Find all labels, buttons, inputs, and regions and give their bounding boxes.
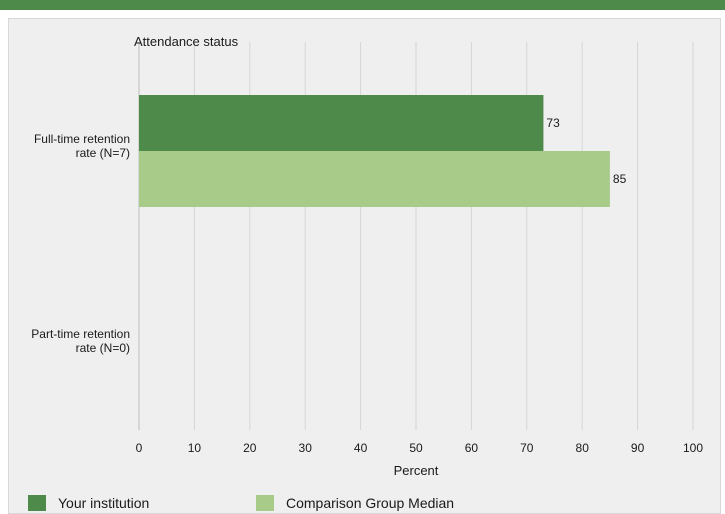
x-tick-label: 0 [136,441,143,455]
category-label-2-line-1: Part-time retention [31,327,130,341]
x-tick-label: 10 [188,441,202,455]
x-tick-label: 80 [576,441,590,455]
data-label-your-institution-1: 73 [546,116,560,130]
legend-label-1: Your institution [58,495,149,511]
bar-comparison-median-1 [139,151,610,207]
x-tick-label: 100 [683,441,703,455]
x-tick-label: 30 [299,441,313,455]
x-tick-label: 90 [631,441,645,455]
data-label-comparison-median-1: 85 [613,172,627,186]
top-accent-bar [0,0,725,10]
legend-label-2: Comparison Group Median [286,495,454,511]
category-label-2-line-2: rate (N=0) [76,341,130,355]
x-tick-label: 70 [520,441,534,455]
bar-your-institution-1 [139,95,544,151]
x-tick-label: 20 [243,441,257,455]
x-tick-label: 60 [465,441,479,455]
category-label-1-line-2: rate (N=7) [76,146,130,160]
legend-swatch-1 [28,495,46,511]
x-tick-label: 40 [354,441,368,455]
category-label-1-line-1: Full-time retention [34,132,130,146]
x-tick-label: 50 [409,441,423,455]
x-axis-label: Percent [394,463,439,478]
chart-title: Attendance status [134,34,239,49]
legend-swatch-2 [256,495,274,511]
